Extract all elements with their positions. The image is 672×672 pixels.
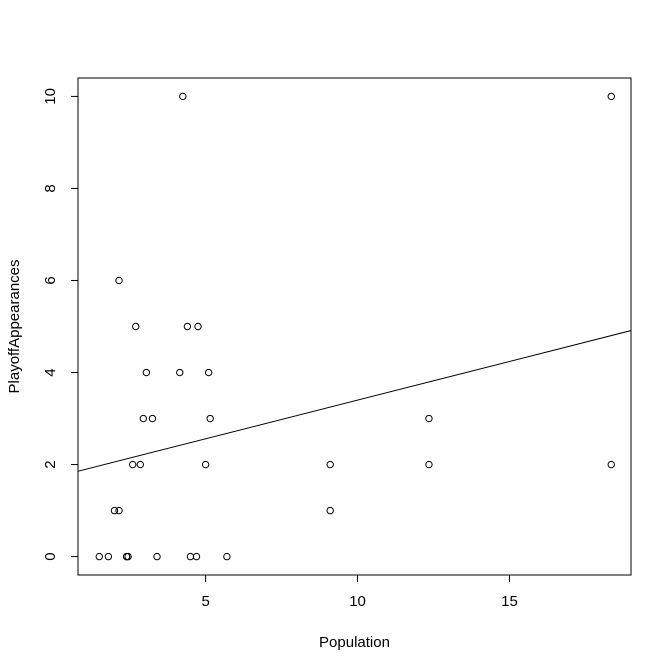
regression-line — [78, 330, 631, 472]
data-point — [326, 460, 334, 469]
data-point — [110, 506, 119, 515]
data-point — [607, 460, 615, 469]
x-tick-label: 5 — [201, 593, 209, 610]
y-axis-title: PlayoffAppearances — [6, 260, 23, 394]
data-point — [192, 552, 201, 561]
data-point — [201, 460, 210, 469]
data-point — [326, 506, 334, 515]
data-point — [124, 552, 132, 561]
x-axis: 5 10 15 — [201, 574, 518, 610]
x-axis-title: Population — [319, 634, 390, 651]
data-point — [425, 460, 433, 469]
data-point — [139, 414, 148, 423]
data-point — [607, 92, 615, 101]
data-point — [104, 552, 113, 561]
y-tick-label: 4 — [42, 368, 59, 376]
data-point — [194, 322, 202, 331]
data-point — [132, 322, 140, 331]
data-point — [176, 368, 184, 377]
data-point — [128, 460, 137, 469]
data-point — [153, 552, 161, 561]
y-tick-label: 6 — [42, 276, 59, 284]
data-point — [115, 506, 123, 515]
y-tick-label: 10 — [42, 88, 59, 105]
data-point — [95, 552, 103, 561]
data-point — [115, 276, 123, 285]
y-axis: 0 2 4 6 8 10 — [42, 88, 79, 561]
y-tick-label: 0 — [42, 552, 59, 560]
data-point — [204, 368, 213, 377]
regression-line-group — [78, 330, 631, 472]
data-point — [206, 414, 214, 423]
data-point — [179, 92, 187, 101]
y-tick-label: 2 — [42, 460, 59, 468]
data-point — [136, 460, 144, 469]
x-tick-label: 15 — [501, 593, 518, 610]
y-tick-label: 8 — [42, 184, 59, 192]
data-point — [223, 552, 231, 561]
data-points — [95, 92, 615, 561]
x-tick-label: 10 — [349, 593, 366, 610]
data-point — [148, 414, 157, 423]
data-point — [142, 368, 151, 377]
data-point — [183, 322, 192, 331]
data-point — [425, 414, 433, 423]
